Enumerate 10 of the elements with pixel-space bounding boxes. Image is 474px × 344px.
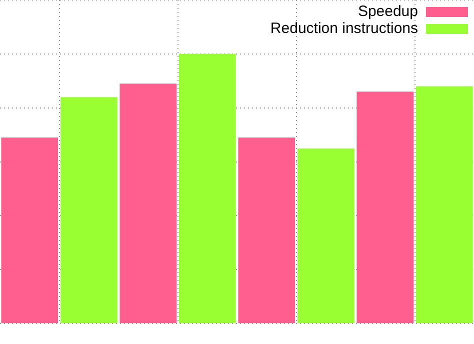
bar [120,84,177,324]
legend-label: Speedup [358,3,418,20]
bar [1,138,58,324]
bar [178,54,236,324]
bar [356,92,414,324]
bar [238,138,296,324]
bar [60,97,118,324]
legend-label: Reduction instructions [270,20,418,38]
bar [297,148,354,324]
bar [416,86,473,324]
